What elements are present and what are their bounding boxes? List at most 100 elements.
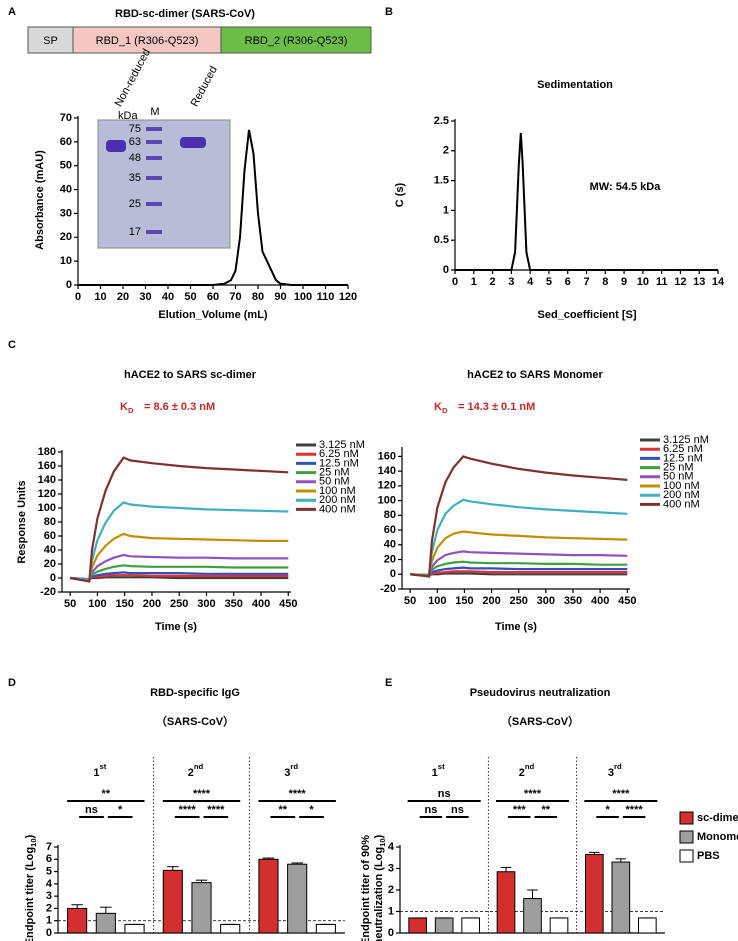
x-tick-label: 14 — [712, 276, 725, 288]
kd-value: = 14.3 ± 0.1 nM — [458, 401, 535, 413]
marker-label: 35 — [129, 172, 141, 184]
y-tick-label: 0 — [50, 572, 56, 584]
data-line — [410, 570, 628, 577]
significance-label: **** — [524, 788, 542, 800]
gel-band — [180, 137, 206, 148]
y-tick-label: 60 — [384, 524, 396, 536]
data-line — [70, 456, 289, 583]
y-tick-label: 70 — [60, 112, 72, 124]
error-bar — [100, 906, 112, 914]
x-tick-label: 100 — [428, 595, 446, 607]
y-axis-label: C (s) — [394, 182, 406, 207]
y-tick-label: 2.5 — [434, 115, 449, 127]
error-bar — [527, 889, 538, 899]
y-tick-label: 3 — [388, 862, 394, 874]
y-tick-label: 140 — [38, 474, 56, 486]
x-tick-label: 200 — [143, 598, 161, 610]
bar — [611, 861, 631, 934]
y-tick-label: 30 — [60, 207, 72, 219]
significance-label: ns — [438, 788, 451, 800]
panel-label: E — [385, 677, 392, 689]
y-tick-label: 100 — [38, 502, 56, 514]
y-tick-label: 2 — [443, 145, 449, 157]
chart-subtitle: （SARS-CoV） — [501, 715, 579, 728]
x-tick-label: 0 — [75, 291, 81, 303]
category-label-part: nd — [525, 762, 535, 771]
y-tick-label: 140 — [378, 465, 396, 477]
significance-label: ns — [424, 804, 437, 816]
y-tick-label: 40 — [384, 539, 396, 551]
x-tick-label: 90 — [274, 291, 286, 303]
data-line — [410, 498, 628, 577]
x-tick-label: 7 — [583, 276, 589, 288]
category-label-part: rd — [614, 762, 622, 771]
y-axis-label: Endpoint titer (Log10) — [24, 834, 38, 941]
x-tick-label: 250 — [510, 595, 528, 607]
error-bar — [589, 851, 600, 855]
category-label-part: 3 — [608, 767, 614, 779]
x-tick-label: 110 — [317, 291, 335, 303]
y-tick-label: 60 — [44, 530, 56, 542]
bar — [124, 923, 145, 934]
bar — [461, 917, 481, 934]
y-tick-label: 10 — [60, 255, 72, 267]
kd-annotation: KD — [434, 401, 448, 415]
legend-label: 200 nM — [319, 494, 356, 506]
error-bar — [167, 866, 179, 871]
domain-box — [220, 26, 372, 54]
data-line — [70, 553, 289, 581]
x-tick-label: 350 — [564, 595, 582, 607]
y-axis-label-part: Endpoint titer (Log — [24, 847, 36, 941]
significance-label: **** — [612, 788, 630, 800]
x-tick-label: 1 — [471, 276, 477, 288]
x-tick-label: 4 — [527, 276, 534, 288]
category-label-part: st — [99, 762, 106, 771]
significance-label: * — [118, 804, 123, 816]
legend-label: 100 nM — [663, 480, 700, 492]
error-bar — [262, 857, 275, 860]
category-label-part: 1 — [93, 767, 99, 779]
category-label-part: 2 — [519, 767, 525, 779]
x-tick-label: 50 — [184, 291, 196, 303]
y-tick-label: 40 — [60, 183, 72, 195]
x-tick-label: 450 — [618, 595, 636, 607]
y-tick-label: 2 — [388, 884, 394, 896]
x-tick-label: 300 — [197, 598, 215, 610]
chart-title: RBD-specific IgG — [150, 687, 240, 699]
bar — [162, 869, 183, 934]
domain-box — [72, 26, 222, 54]
chart-title: hACE2 to SARS Monomer — [467, 369, 603, 381]
x-tick-label: 13 — [693, 276, 705, 288]
gel-marker-band — [146, 176, 162, 180]
x-tick-label: 400 — [252, 598, 270, 610]
bar — [523, 898, 542, 934]
error-bar — [195, 879, 208, 883]
y-tick-label: 1 — [46, 915, 52, 927]
data-line — [410, 572, 628, 577]
data-line — [410, 530, 628, 577]
x-tick-label: 10 — [94, 291, 106, 303]
category-label-part: 2 — [188, 767, 194, 779]
significance-label: **** — [193, 788, 211, 800]
x-tick-label: 2 — [490, 276, 496, 288]
x-tick-label: 5 — [546, 276, 552, 288]
y-tick-label: 40 — [44, 544, 56, 556]
y-tick-label: 4 — [388, 841, 395, 853]
error-bar — [71, 904, 83, 909]
category-label-part: rd — [290, 762, 298, 771]
domain-label: SP — [43, 35, 58, 47]
category-label-part: 1 — [432, 767, 438, 779]
chart-title: hACE2 to SARS sc-dimer — [124, 369, 257, 381]
category-label: 1st — [432, 762, 445, 779]
y-tick-label: 4 — [46, 878, 53, 890]
domain-label: RBD_1 (R306-Q523) — [96, 35, 199, 47]
gel-marker-band — [146, 127, 162, 131]
y-axis-label: Response Units — [16, 480, 28, 563]
y-tick-label: 160 — [38, 460, 56, 472]
x-tick-label: 3 — [508, 276, 514, 288]
x-tick-label: 60 — [207, 291, 219, 303]
legend-label: 25 nM — [319, 467, 350, 479]
category-label: 3rd — [284, 762, 298, 779]
legend-swatch — [679, 830, 694, 844]
